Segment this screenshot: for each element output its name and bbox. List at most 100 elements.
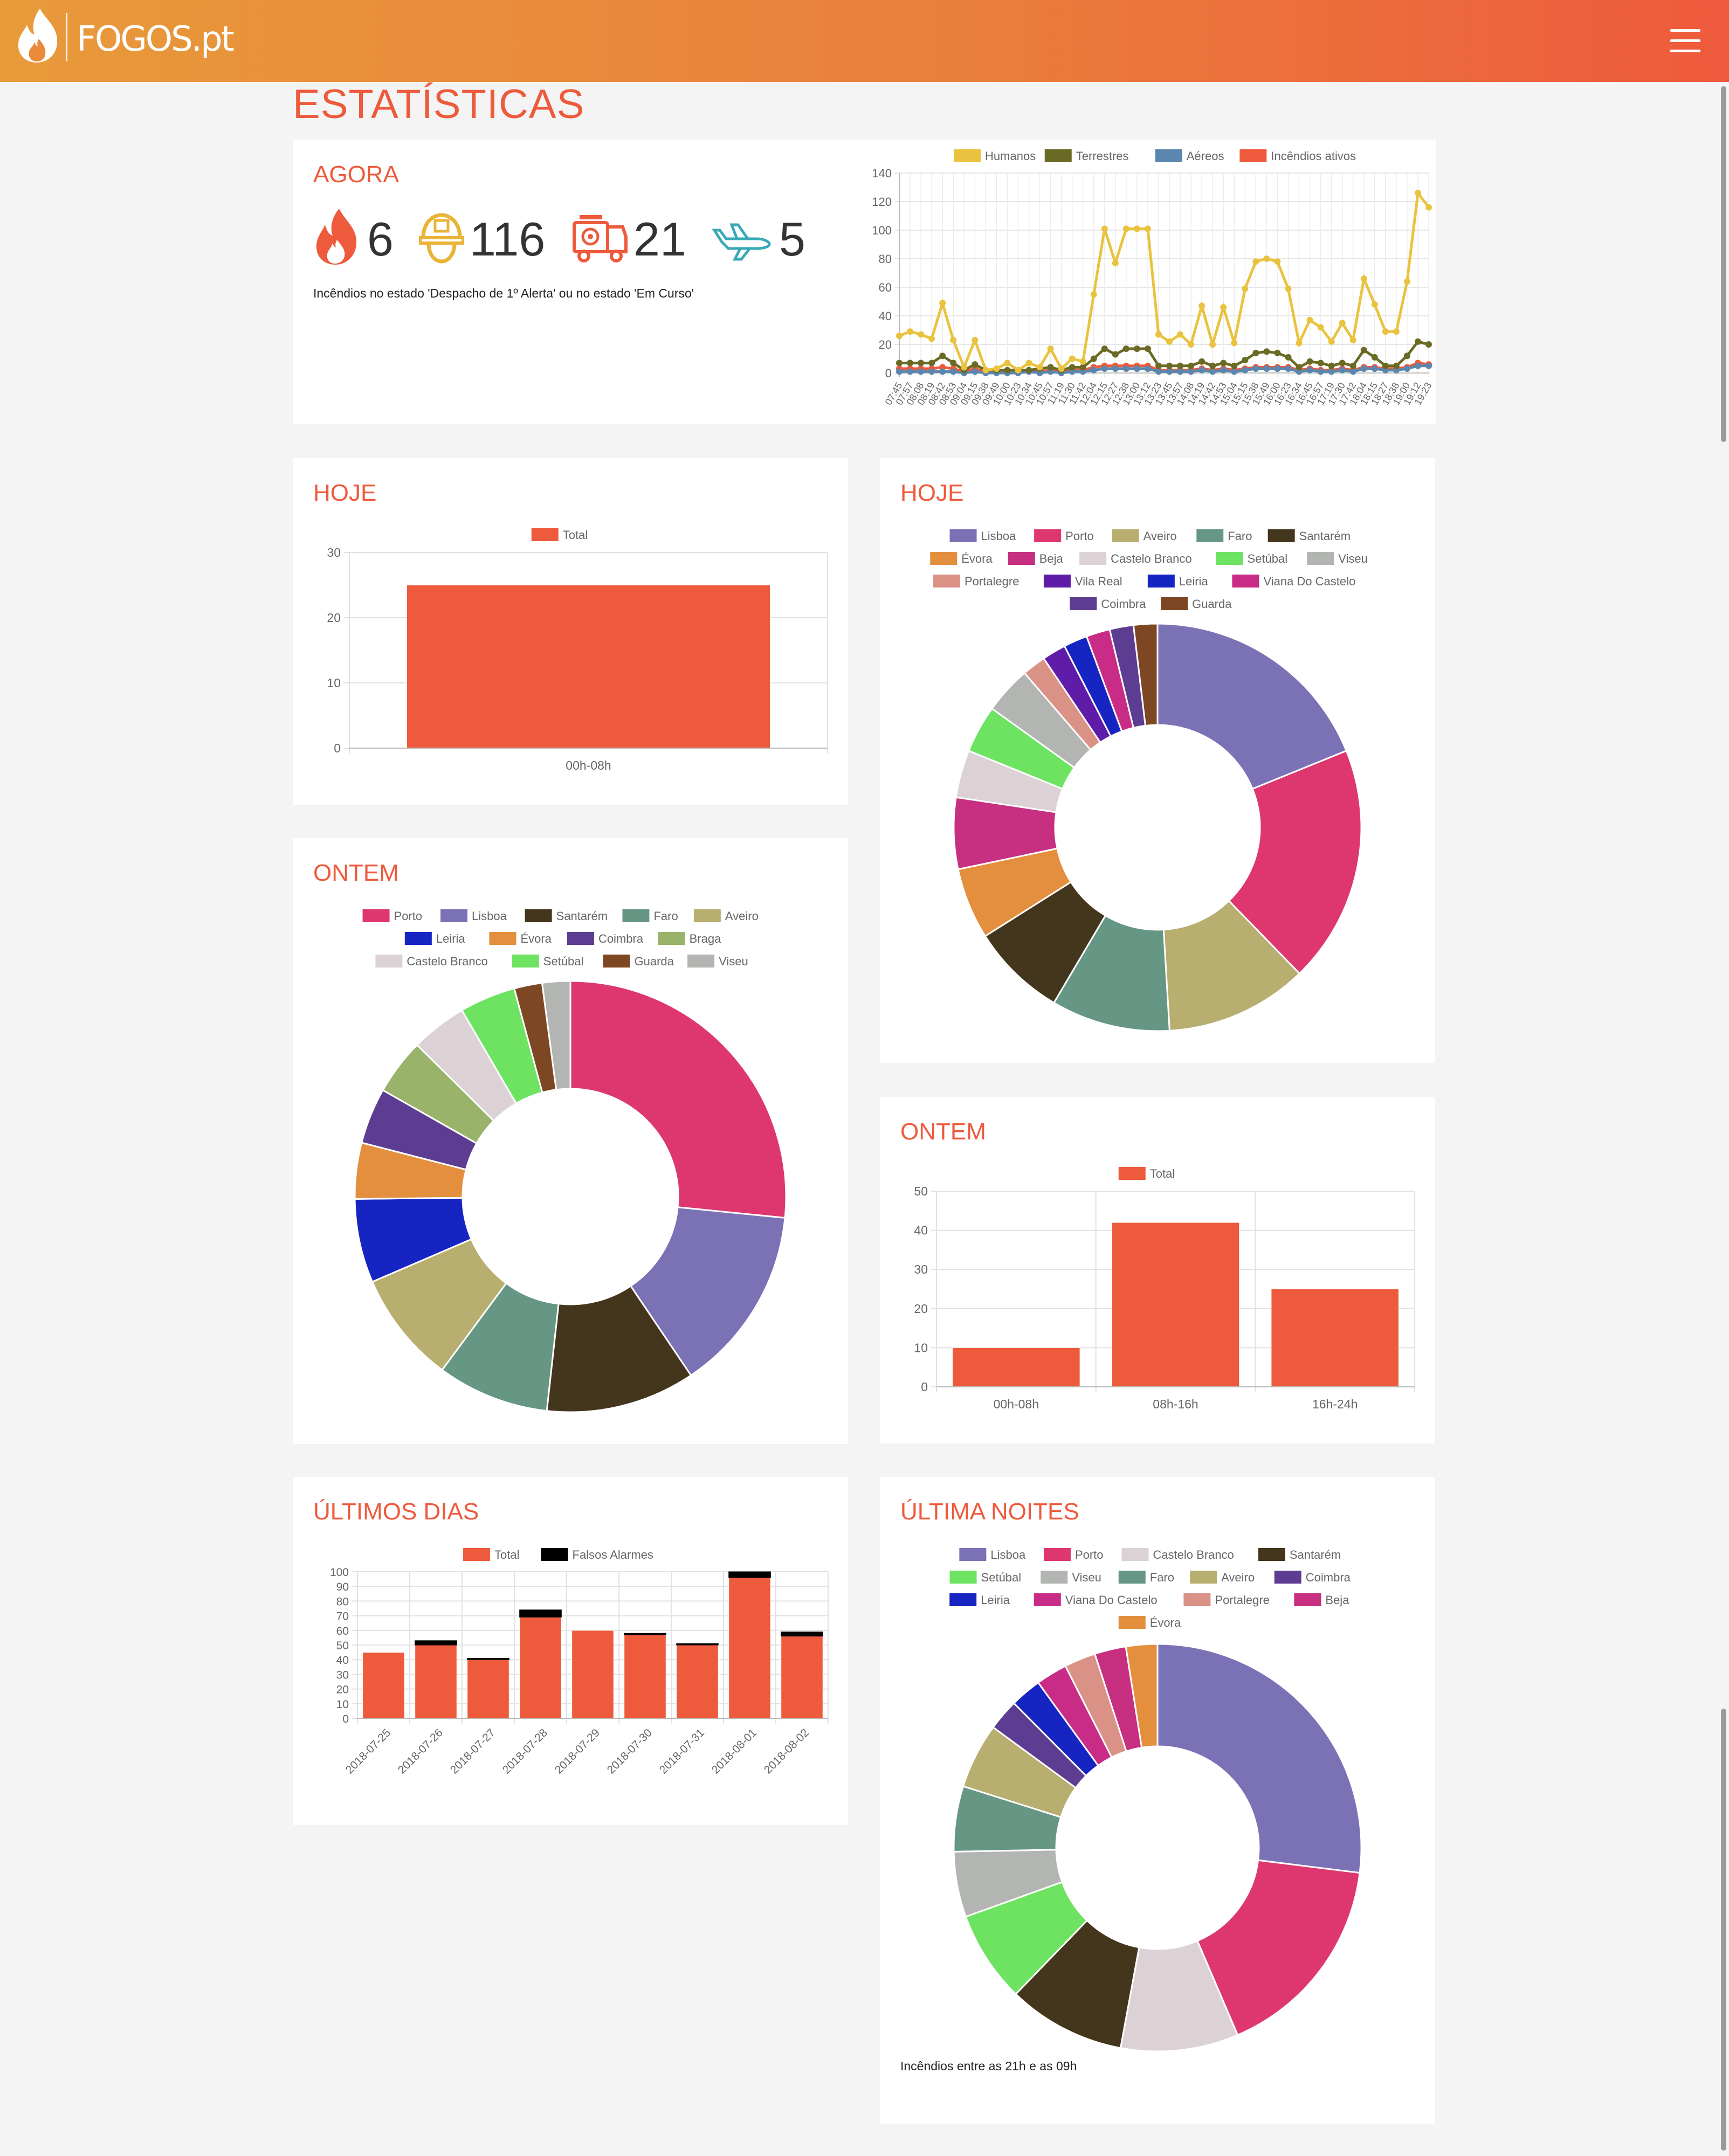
- legend-label: Guarda: [635, 955, 674, 968]
- data-point: [1252, 349, 1259, 356]
- data-point: [1047, 345, 1054, 352]
- data-point: [1328, 362, 1335, 369]
- legend-label: Santarém: [556, 909, 608, 923]
- data-point: [1220, 360, 1227, 367]
- x-tick-label: 2018-07-26: [396, 1726, 445, 1776]
- legend-swatch: [362, 909, 390, 922]
- legend-swatch: [1216, 552, 1243, 565]
- x-tick-label: 2018-07-27: [448, 1726, 498, 1776]
- hoje-pie-card: HOJE Lisboa Porto Aveiro Faro Santarém Évora B…: [880, 458, 1435, 1063]
- legend-swatch: [930, 552, 958, 565]
- data-point: [928, 360, 935, 367]
- legend-label: Viseu: [1072, 1571, 1101, 1584]
- data-point: [1414, 338, 1421, 345]
- data-point: [1317, 360, 1324, 367]
- y-tick-label: 120: [872, 195, 892, 209]
- legend-swatch: [1161, 597, 1188, 610]
- y-tick-label: 80: [879, 252, 892, 266]
- x-tick-label: 2018-07-25: [343, 1726, 393, 1776]
- data-point: [1133, 345, 1140, 352]
- data-point: [1122, 365, 1129, 372]
- data-point: [1425, 362, 1432, 369]
- data-point: [1371, 365, 1378, 372]
- data-point: [1122, 345, 1129, 352]
- legend-label: Humanos: [985, 149, 1036, 163]
- app-logo-text[interactable]: FOGOS.pt: [77, 19, 235, 59]
- data-point: [1382, 362, 1389, 369]
- ultimos-dias-title: ÚLTIMOS DIAS: [313, 1498, 479, 1525]
- data-point: [1220, 304, 1227, 311]
- data-point: [972, 361, 979, 368]
- legend-swatch: [1043, 575, 1071, 588]
- hamburger-menu-button[interactable]: [1670, 29, 1700, 53]
- legend-swatch: [1118, 1616, 1146, 1629]
- bar-total: [571, 1630, 614, 1719]
- hoje-bar-chart: Total 0 10 20 30 00h-08h: [327, 528, 828, 772]
- legend-label: Santarém: [1299, 529, 1351, 543]
- data-point: [1166, 362, 1173, 369]
- data-point: [1403, 353, 1410, 360]
- data-point: [1263, 255, 1270, 262]
- data-point: [1393, 328, 1400, 335]
- data-point: [1015, 367, 1022, 374]
- data-point: [907, 360, 914, 367]
- legend-label: Setúbal: [981, 1571, 1022, 1584]
- y-tick-label: 60: [879, 281, 892, 294]
- bar-total: [676, 1644, 719, 1719]
- data-point: [1112, 351, 1119, 358]
- data-point: [1025, 360, 1032, 367]
- data-point: [1209, 341, 1216, 348]
- data-point: [1349, 368, 1356, 375]
- data-point: [1112, 259, 1119, 266]
- x-tick-label: 2018-08-02: [762, 1726, 811, 1776]
- legend-swatch: [1034, 529, 1062, 542]
- bar-falsos-alarmes: [415, 1640, 457, 1646]
- data-point: [1220, 367, 1227, 374]
- pie-slice-santarém: [546, 1284, 692, 1413]
- data-point: [1414, 190, 1421, 197]
- legend-label: Aveiro: [1221, 1571, 1255, 1584]
- legend-swatch: [1268, 529, 1295, 542]
- bar-total: [624, 1634, 666, 1719]
- legend-swatch: [603, 955, 630, 968]
- data-point: [950, 368, 957, 375]
- y-tick-label: 100: [872, 224, 892, 237]
- series-line-terrestres: [899, 340, 1429, 372]
- legend-label: Coimbra: [1101, 597, 1146, 611]
- data-point: [961, 364, 968, 371]
- legend-swatch: [1274, 1571, 1301, 1584]
- legend-swatch: [1155, 149, 1182, 162]
- fire-logo-icon[interactable]: [15, 8, 60, 64]
- data-point: [1101, 345, 1108, 352]
- data-point: [1004, 367, 1011, 374]
- legend-swatch: [440, 909, 468, 922]
- menu-icon-bar: [1670, 29, 1700, 32]
- pie-slice-viseu: [541, 980, 571, 1091]
- data-point: [1198, 367, 1206, 374]
- legend-label: Total: [563, 528, 588, 542]
- scrollbar-thumb[interactable]: [1721, 1709, 1726, 2151]
- data-point: [1101, 365, 1108, 372]
- legend-swatch: [949, 529, 977, 542]
- scrollbar-thumb[interactable]: [1721, 86, 1726, 442]
- pie-slice-guarda: [1132, 623, 1159, 727]
- data-point: [1209, 368, 1216, 375]
- data-point: [1025, 367, 1032, 374]
- legend-label: Setúbal: [1248, 552, 1288, 565]
- ultimos-dias-chart: Total Falsos Alarmes 0 10 20 30 40 50 60 70 80 90 10…: [330, 1548, 829, 1776]
- data-point: [1047, 364, 1054, 371]
- legend-swatch: [949, 1571, 977, 1584]
- data-point: [1349, 362, 1356, 369]
- data-point: [1296, 364, 1303, 371]
- legend-label: Beja: [1325, 1593, 1349, 1607]
- bar-total: [415, 1644, 457, 1719]
- legend-label: Santarém: [1290, 1548, 1341, 1561]
- legend-swatch: [1232, 575, 1259, 588]
- data-point: [1360, 365, 1367, 372]
- data-point: [1155, 368, 1162, 375]
- legend-label: Faro: [1150, 1571, 1174, 1584]
- legend-label: Castelo Branco: [1111, 552, 1191, 565]
- data-point: [1306, 358, 1313, 365]
- data-point: [1188, 341, 1195, 348]
- legend-label: Viseu: [719, 955, 748, 968]
